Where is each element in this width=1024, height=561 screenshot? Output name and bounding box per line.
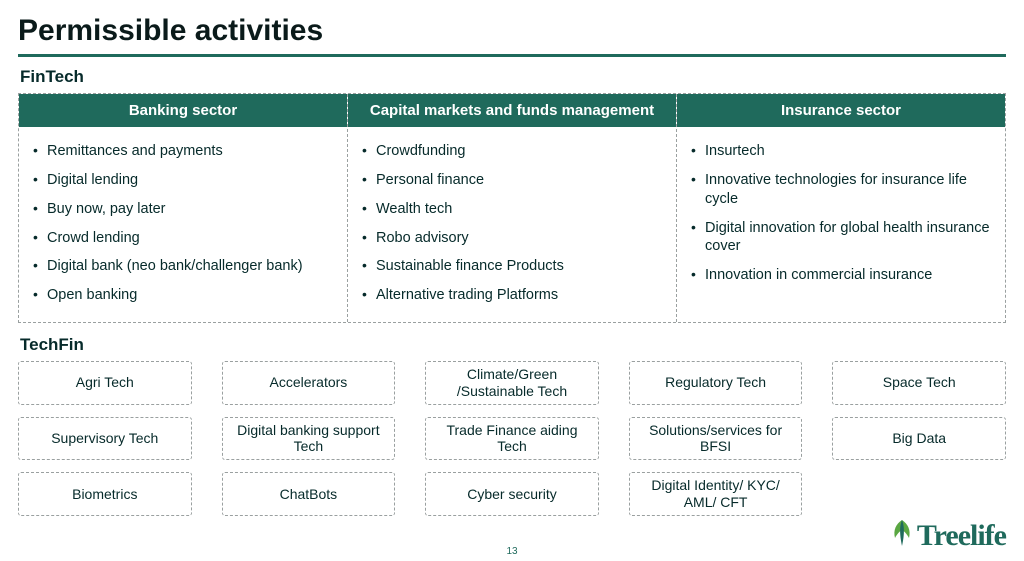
list-item: Robo advisory (362, 224, 662, 253)
page-number: 13 (506, 546, 517, 557)
techfin-item: Digital banking support Tech (222, 417, 396, 461)
fintech-col-capital: Capital markets and funds management Cro… (348, 94, 677, 322)
page-title: Permissible activities (18, 14, 1006, 48)
techfin-item: Trade Finance aiding Tech (425, 417, 599, 461)
techfin-empty-cell (832, 472, 1006, 516)
techfin-item: Big Data (832, 417, 1006, 461)
techfin-item: ChatBots (222, 472, 396, 516)
slide-page: Permissible activities FinTech Banking s… (0, 0, 1024, 561)
list-item: Innovation in commercial insurance (691, 261, 991, 290)
list-item: Open banking (33, 281, 333, 310)
list-item: Digital lending (33, 166, 333, 195)
list-item: Remittances and payments (33, 137, 333, 166)
techfin-grid: Agri Tech Accelerators Climate/Green /Su… (18, 361, 1006, 516)
list-item: Innovative technologies for insurance li… (691, 166, 991, 214)
techfin-item: Space Tech (832, 361, 1006, 405)
list-item: Digital innovation for global health ins… (691, 214, 991, 262)
fintech-col-insurance: Insurance sector Insurtech Innovative te… (677, 94, 1005, 322)
list-item: Crowd lending (33, 224, 333, 253)
leaf-icon (889, 518, 915, 553)
list-item: Crowdfunding (362, 137, 662, 166)
techfin-item: Climate/Green /Sustainable Tech (425, 361, 599, 405)
title-rule (18, 54, 1006, 57)
techfin-item: Regulatory Tech (629, 361, 803, 405)
list-item: Wealth tech (362, 195, 662, 224)
techfin-item: Supervisory Tech (18, 417, 192, 461)
fintech-label: FinTech (20, 67, 1006, 87)
fintech-col-header: Banking sector (19, 94, 347, 127)
techfin-item: Biometrics (18, 472, 192, 516)
list-item: Digital bank (neo bank/challenger bank) (33, 252, 333, 281)
techfin-item: Cyber security (425, 472, 599, 516)
fintech-col-body: Crowdfunding Personal finance Wealth tec… (348, 127, 676, 322)
techfin-item: Agri Tech (18, 361, 192, 405)
techfin-item: Accelerators (222, 361, 396, 405)
brand-logo: Treelife (889, 518, 1006, 553)
techfin-label: TechFin (20, 335, 1006, 355)
brand-name: Treelife (917, 519, 1006, 553)
list-item: Buy now, pay later (33, 195, 333, 224)
fintech-col-header: Insurance sector (677, 94, 1005, 127)
fintech-col-banking: Banking sector Remittances and payments … (19, 94, 348, 322)
list-item: Personal finance (362, 166, 662, 195)
techfin-item: Digital Identity/ KYC/ AML/ CFT (629, 472, 803, 516)
list-item: Insurtech (691, 137, 991, 166)
fintech-col-body: Remittances and payments Digital lending… (19, 127, 347, 322)
list-item: Alternative trading Platforms (362, 281, 662, 310)
fintech-col-header: Capital markets and funds management (348, 94, 676, 127)
list-item: Sustainable finance Products (362, 252, 662, 281)
techfin-item: Solutions/services for BFSI (629, 417, 803, 461)
fintech-table: Banking sector Remittances and payments … (18, 93, 1006, 323)
fintech-col-body: Insurtech Innovative technologies for in… (677, 127, 1005, 302)
